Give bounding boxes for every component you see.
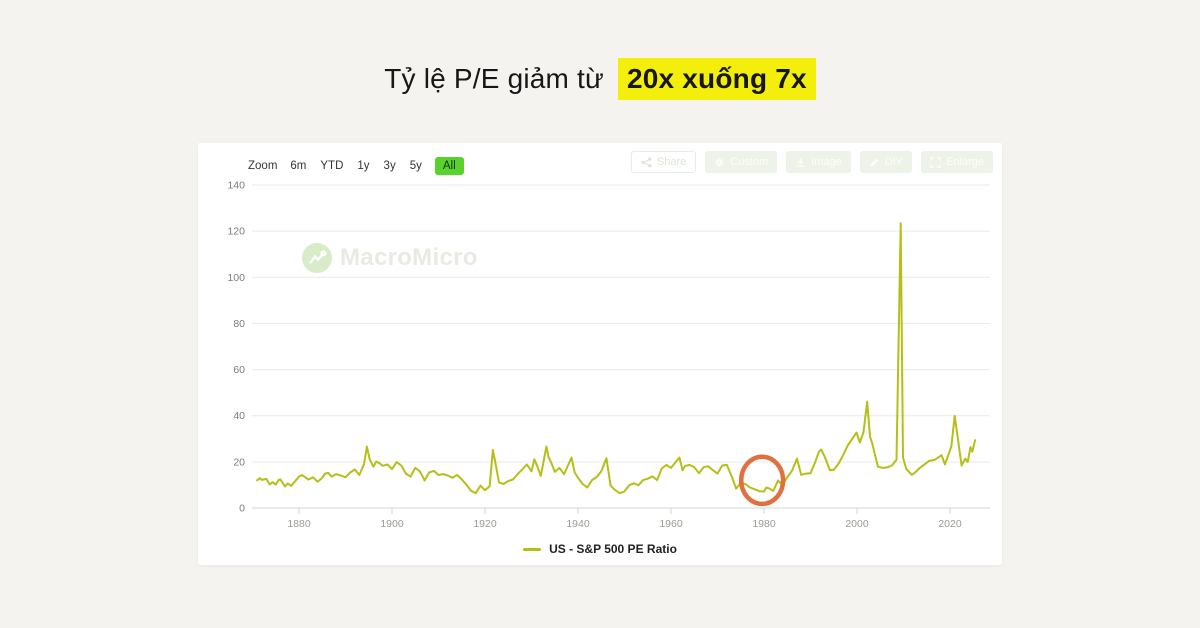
x-axis-label: 1940 xyxy=(566,518,590,530)
x-axis-label: 1920 xyxy=(473,518,497,530)
image-button[interactable]: Image xyxy=(786,151,851,173)
x-axis-label: 1900 xyxy=(380,518,404,530)
custom-button[interactable]: Custom xyxy=(705,151,778,173)
y-axis-label: 60 xyxy=(233,364,245,376)
range-button-6m[interactable]: 6m xyxy=(290,160,307,172)
legend-series-label: US - S&P 500 PE Ratio xyxy=(549,542,677,556)
range-button-5y[interactable]: 5y xyxy=(409,160,422,172)
y-axis-label: 40 xyxy=(233,410,245,422)
pe-ratio-chart[interactable]: 0 20 40 60 80 100 120 140 1880 1900 1920 1940 1960 19… xyxy=(198,143,1002,565)
macromicro-logo-icon xyxy=(302,243,332,273)
range-button-all[interactable]: All xyxy=(434,157,464,175)
image-button-label: Image xyxy=(811,156,842,168)
diy-button-label: DIY xyxy=(884,156,904,168)
enlarge-icon xyxy=(930,156,941,168)
diy-button[interactable]: DIY xyxy=(859,151,913,173)
page-title: Tỷ lệ P/E giảm từ 20x xuống 7x xyxy=(0,58,1200,100)
y-axis-label: 100 xyxy=(227,272,245,284)
legend-item[interactable]: US - S&P 500 PE Ratio xyxy=(198,542,1002,556)
range-button-3y[interactable]: 3y xyxy=(383,160,396,172)
y-axis-label: 140 xyxy=(227,180,245,192)
y-axis-label: 20 xyxy=(233,456,245,468)
watermark-brand: MacroMicro xyxy=(340,244,478,271)
x-axis-label: 2000 xyxy=(845,518,869,530)
x-axis-label: 1960 xyxy=(659,518,683,530)
y-axis-label: 80 xyxy=(233,318,245,330)
annotation-ellipse xyxy=(738,454,786,507)
range-button-ytd[interactable]: YTD xyxy=(320,160,344,172)
pe-ratio-series-line[interactable] xyxy=(256,222,977,495)
gear-icon xyxy=(714,157,725,168)
share-button-label: Share xyxy=(656,156,687,168)
range-zoom-label: Zoom xyxy=(248,160,278,172)
x-axis-label: 1880 xyxy=(287,518,311,530)
title-highlight: 20x xuống 7x xyxy=(617,58,816,100)
custom-button-label: Custom xyxy=(730,156,769,168)
share-icon xyxy=(641,157,652,168)
range-selector: Zoom 6m YTD 1y 3y 5y All xyxy=(248,157,464,175)
watermark: MacroMicro xyxy=(302,243,478,273)
enlarge-button-label: Enlarge xyxy=(946,156,984,168)
share-button[interactable]: Share xyxy=(630,151,697,173)
enlarge-button[interactable]: Enlarge xyxy=(921,151,993,173)
chart-toolbar: Share Custom Image xyxy=(630,151,993,173)
download-icon xyxy=(795,157,806,168)
chart-card: Zoom 6m YTD 1y 3y 5y All Share xyxy=(198,143,1002,565)
range-button-1y[interactable]: 1y xyxy=(357,160,370,172)
title-prefix: Tỷ lệ P/E giảm từ xyxy=(384,63,604,94)
x-axis-label: 1980 xyxy=(752,518,776,530)
y-axis-label: 0 xyxy=(239,503,245,515)
pencil-icon xyxy=(869,157,880,168)
y-axis-label: 120 xyxy=(227,226,245,238)
x-axis-label: 2020 xyxy=(938,518,962,530)
legend-series-swatch xyxy=(523,547,542,551)
